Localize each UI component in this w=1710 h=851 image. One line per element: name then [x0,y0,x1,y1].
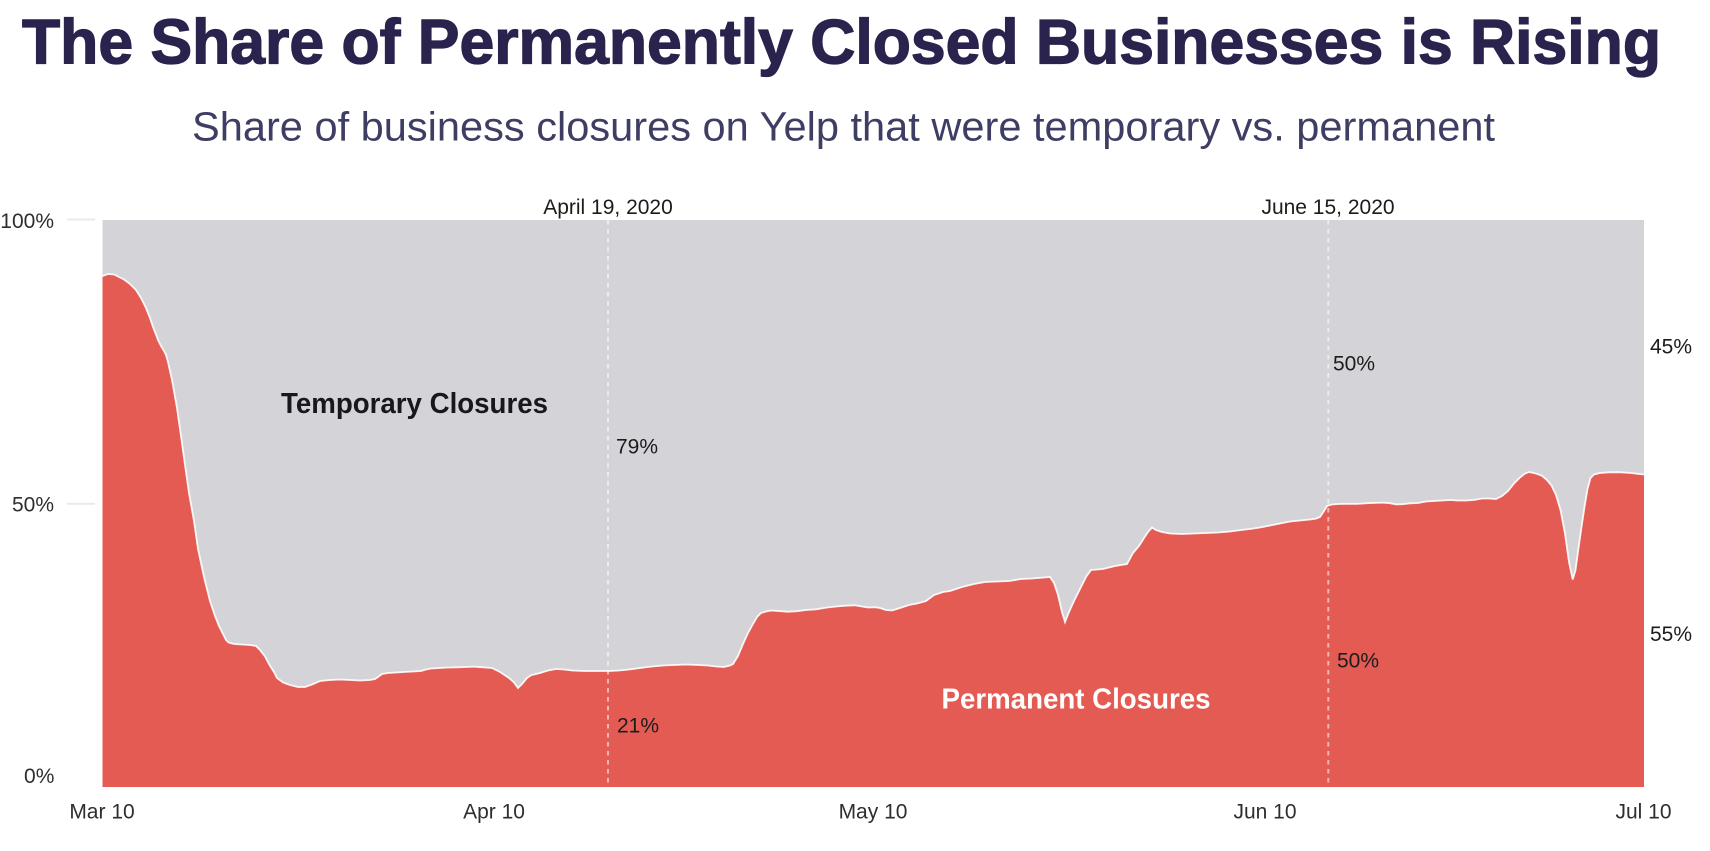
svg-text:21%: 21% [617,715,659,738]
svg-text:55%: 55% [1650,623,1692,646]
svg-text:Temporary Closures: Temporary Closures [281,388,548,420]
svg-text:50%: 50% [1337,650,1379,673]
svg-text:0%: 0% [24,765,54,788]
svg-text:50%: 50% [12,493,54,516]
svg-text:June 15, 2020: June 15, 2020 [1261,196,1394,219]
svg-text:Mar 10: Mar 10 [69,801,134,824]
svg-text:79%: 79% [616,436,658,459]
svg-text:Apr 10: Apr 10 [463,801,525,824]
svg-text:Jun 10: Jun 10 [1233,801,1296,824]
svg-text:Permanent Closures: Permanent Closures [942,683,1211,715]
svg-text:Share of business closures on: Share of business closures on Yelp that … [192,104,1496,150]
svg-text:May 10: May 10 [839,801,908,824]
svg-text:April 19, 2020: April 19, 2020 [543,196,673,219]
svg-text:100%: 100% [0,210,54,233]
svg-text:50%: 50% [1333,353,1375,376]
svg-text:45%: 45% [1650,336,1692,359]
svg-text:Jul 10: Jul 10 [1615,801,1671,824]
svg-text:The Share of Permanently Close: The Share of Permanently Closed Business… [22,8,1661,78]
